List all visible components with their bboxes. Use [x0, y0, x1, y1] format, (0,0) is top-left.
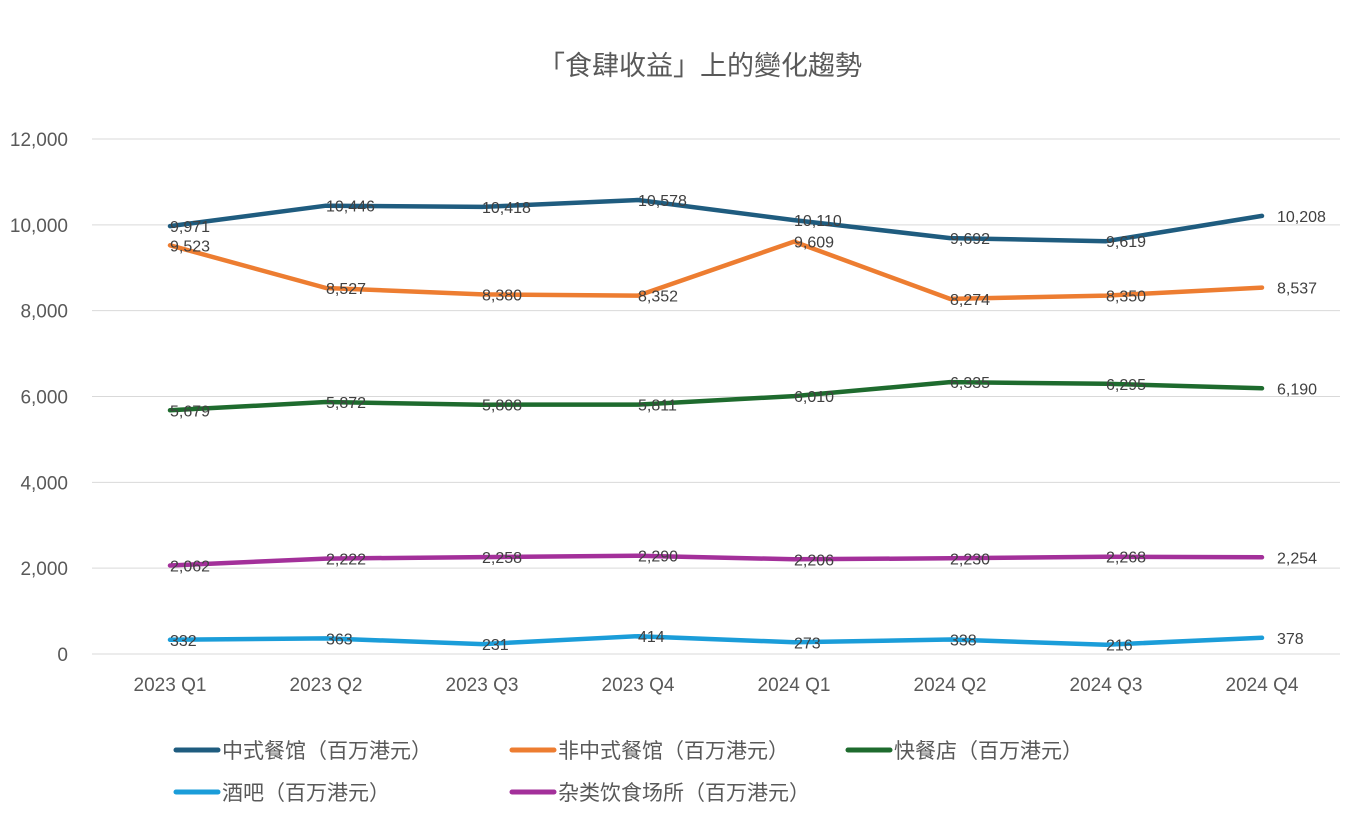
data-label: 6,190: [1277, 381, 1317, 398]
data-label: 2,062: [170, 559, 210, 576]
data-label: 9,609: [794, 235, 834, 252]
data-label: 6,335: [950, 375, 990, 392]
series-line: [167, 633, 1265, 647]
x-tick-label: 2024 Q4: [1226, 675, 1299, 696]
y-tick-label: 2,000: [20, 559, 68, 580]
data-label: 216: [1106, 638, 1133, 655]
y-tick-label: 12,000: [10, 130, 68, 151]
data-labels: 9,971 10,446 10,418 10,578 10,110 9,692 9,619 1…: [170, 193, 1326, 655]
series-line: [167, 553, 1265, 568]
data-label: 8,527: [326, 281, 366, 298]
data-label: 8,537: [1277, 281, 1317, 298]
x-tick-label: 2024 Q2: [914, 675, 987, 696]
data-label: 273: [794, 635, 821, 652]
data-label: 2,222: [326, 552, 366, 569]
gridlines: [92, 138, 1340, 655]
data-label: 8,350: [1106, 289, 1146, 306]
data-label: 332: [170, 633, 197, 650]
data-label: 2,230: [950, 551, 990, 568]
data-label: 2,268: [1106, 550, 1146, 567]
data-label: 2,206: [794, 552, 834, 569]
data-label: 378: [1277, 631, 1304, 648]
y-tick-label: 6,000: [20, 388, 68, 409]
series-line: [167, 379, 1265, 413]
data-label: 6,010: [794, 389, 834, 406]
legend-entry: 中式餐馆（百万港元）: [222, 739, 432, 763]
series-lines: [167, 197, 1265, 647]
legend: 中式餐馆（百万港元） 非中式餐馆（百万港元） 快餐店（百万港元） 酒吧（百万港元） 杂类…: [173, 739, 1083, 805]
y-tick-label: 10,000: [10, 216, 68, 237]
data-label: 10,578: [638, 193, 687, 210]
data-label: 8,380: [482, 287, 522, 304]
data-label: 414: [638, 629, 665, 646]
x-tick-label: 2023 Q3: [446, 675, 519, 696]
data-label: 6,295: [1106, 377, 1146, 394]
legend-entry: 非中式餐馆（百万港元）: [558, 739, 789, 763]
data-label: 363: [326, 631, 353, 648]
legend-entry: 杂类饮食场所（百万港元）: [558, 781, 810, 805]
data-label: 10,110: [794, 213, 842, 230]
data-label: 10,208: [1277, 209, 1326, 226]
data-label: 9,971: [170, 219, 210, 236]
axes: 0 2,000 4,000 6,000 8,000 10,000 12,000 2023 Q1…: [10, 130, 1299, 696]
series-line: [167, 197, 1265, 244]
x-tick-label: 2024 Q3: [1070, 675, 1143, 696]
y-tick-label: 0: [57, 645, 68, 666]
data-label: 5,872: [326, 395, 366, 412]
data-label: 231: [482, 637, 509, 654]
x-tick-label: 2023 Q2: [290, 675, 363, 696]
data-label: 8,274: [950, 292, 990, 309]
data-label: 8,352: [638, 289, 678, 306]
data-label: 5,679: [170, 403, 210, 420]
data-label: 9,692: [950, 231, 990, 248]
x-tick-label: 2024 Q1: [758, 675, 831, 696]
data-label: 2,254: [1277, 550, 1317, 567]
y-tick-label: 4,000: [20, 473, 68, 494]
y-tick-label: 8,000: [20, 302, 68, 323]
legend-entry: 酒吧（百万港元）: [222, 781, 390, 805]
data-label: 10,446: [326, 199, 375, 216]
x-tick-label: 2023 Q4: [602, 675, 675, 696]
series-line: [167, 239, 1265, 302]
data-label: 2,290: [638, 549, 678, 566]
data-label: 5,808: [482, 398, 522, 415]
x-tick-label: 2023 Q1: [134, 675, 207, 696]
data-label: 2,258: [482, 550, 522, 567]
data-label: 9,523: [170, 238, 210, 255]
data-label: 338: [950, 632, 977, 649]
chart-title: 「食肆收益」上的變化趨勢: [538, 51, 862, 82]
data-label: 5,811: [638, 398, 677, 415]
legend-entry: 快餐店（百万港元）: [894, 739, 1083, 763]
data-label: 9,619: [1106, 234, 1146, 251]
data-label: 10,418: [482, 200, 531, 217]
